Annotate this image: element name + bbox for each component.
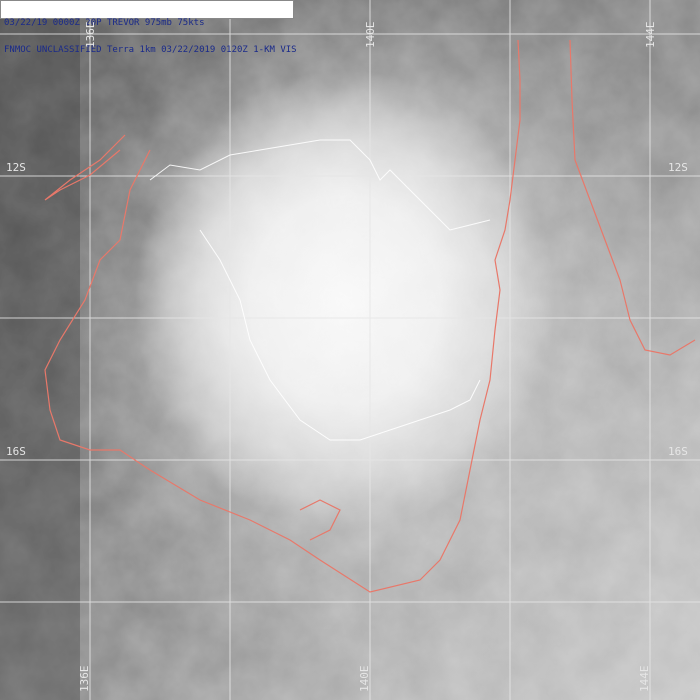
lat-label-left-12s: 12S bbox=[6, 161, 26, 174]
lon-label-top-136e: 136E bbox=[84, 21, 97, 49]
lon-label-top-140e: 140E bbox=[364, 21, 377, 49]
lat-label-left-16s: 16S bbox=[6, 445, 26, 458]
dark-land-region bbox=[0, 0, 80, 700]
lat-label-right-12s: 12S bbox=[668, 161, 688, 174]
lon-label-top-144e: 144E bbox=[644, 21, 657, 49]
lon-label-bottom-140e: 140E bbox=[358, 665, 371, 693]
lon-label-bottom-144e: 144E bbox=[638, 665, 651, 693]
lat-label-right-16s: 16S bbox=[668, 445, 688, 458]
coastline bbox=[44, 39, 696, 593]
coastline-under-cloud bbox=[149, 139, 491, 441]
lon-label-bottom-136e: 136E bbox=[78, 665, 91, 693]
caption-line-source: FNMOC UNCLASSIFIED Terra 1km 03/22/2019 … bbox=[4, 45, 297, 55]
caption-line-storm: 03/22/19 0000Z 20P TREVOR 975mb 75kts bbox=[4, 18, 205, 28]
image-caption: 03/22/19 0000Z 20P TREVOR 975mb 75kts FN… bbox=[0, 0, 297, 55]
